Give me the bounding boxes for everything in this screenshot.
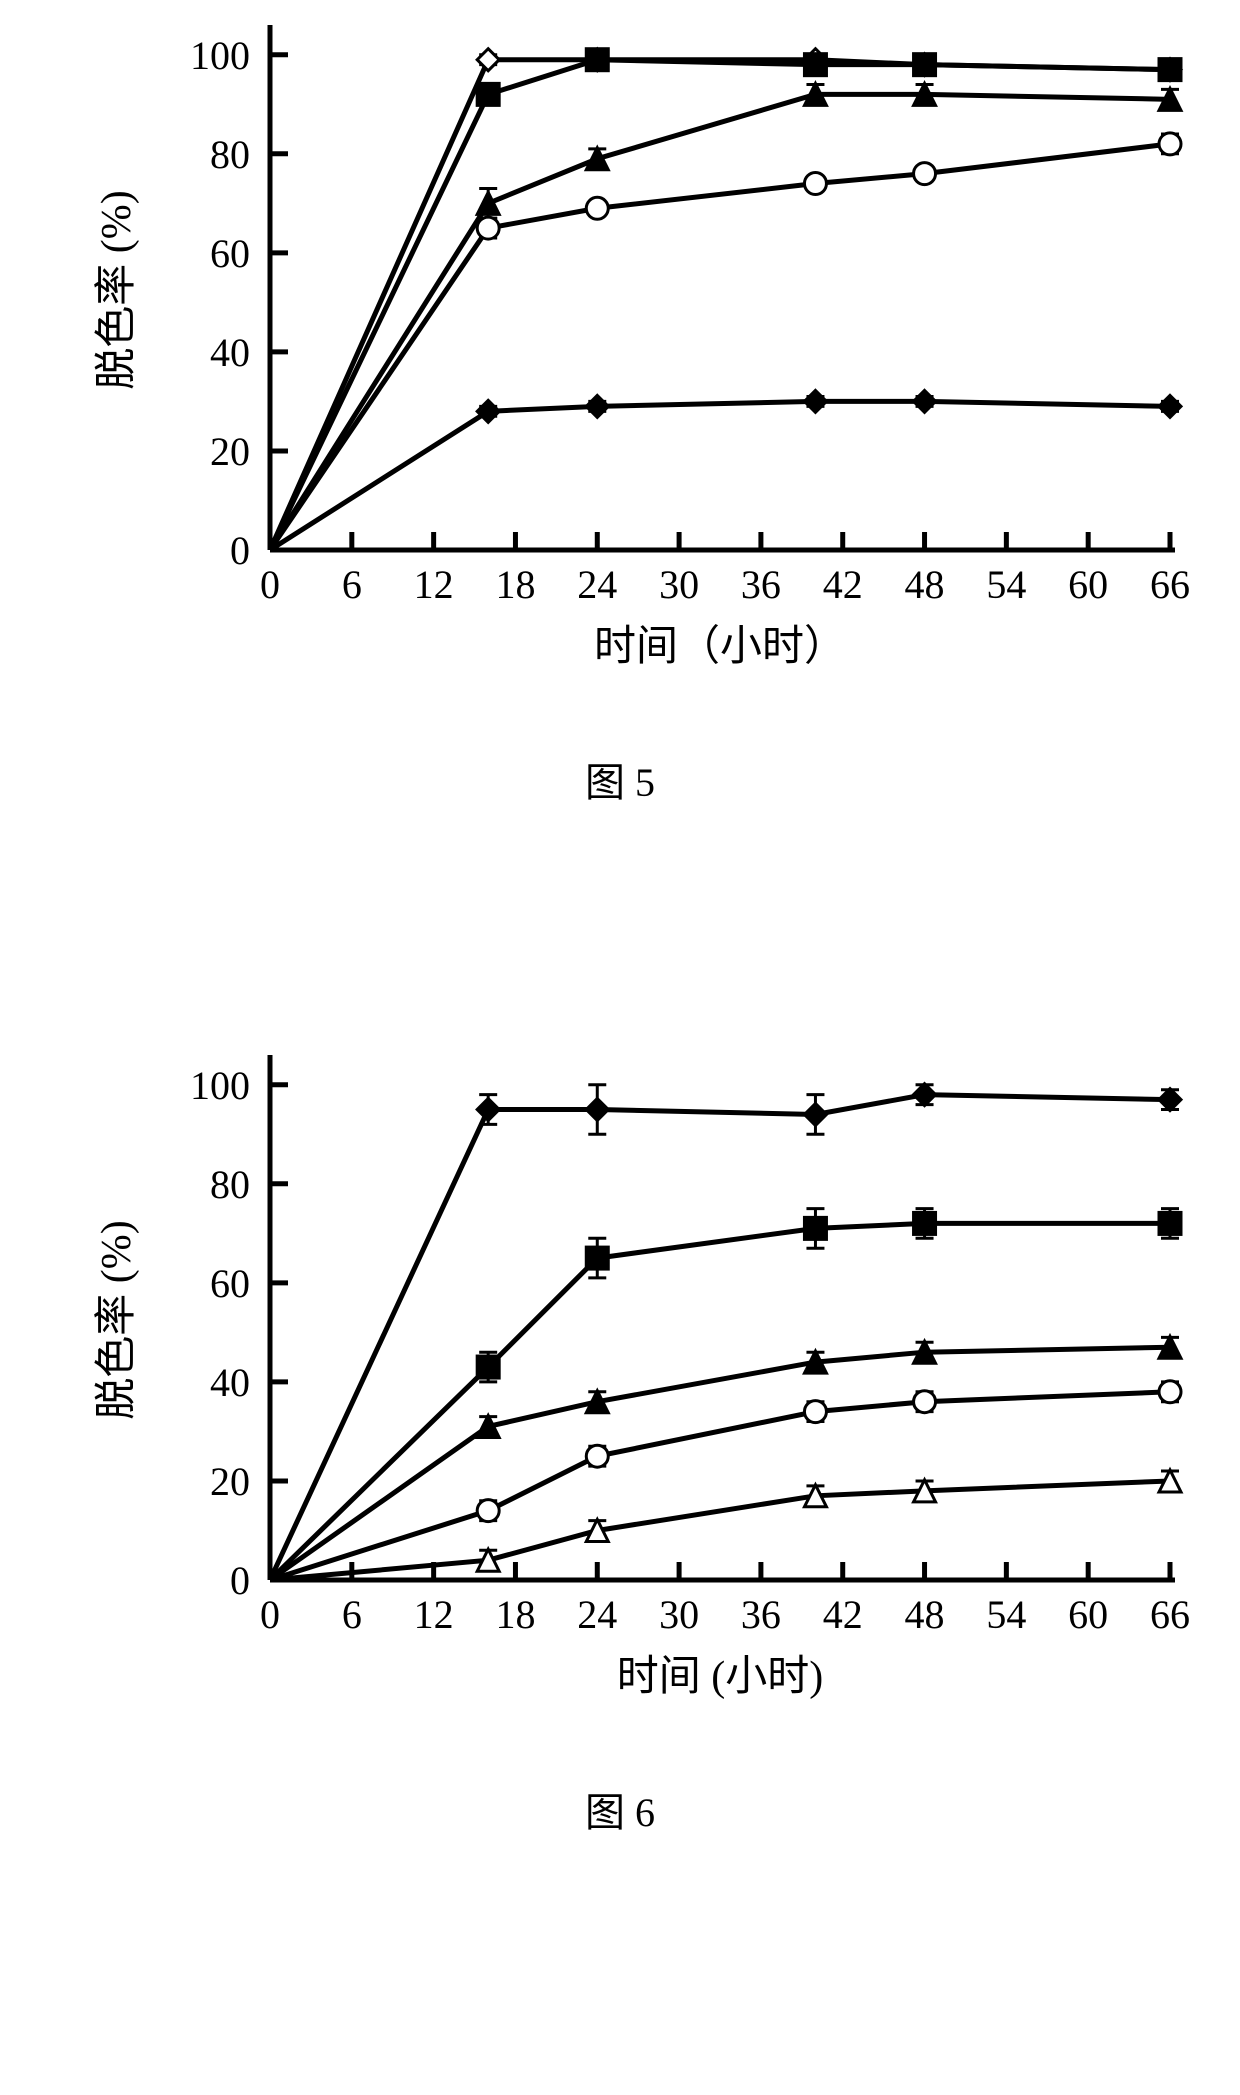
chart-5-caption: 图 5 (20, 750, 1220, 808)
svg-text:36: 36 (741, 1592, 781, 1637)
svg-text:80: 80 (210, 1162, 250, 1207)
svg-text:66: 66 (1150, 1592, 1190, 1637)
svg-text:54: 54 (986, 1592, 1026, 1637)
svg-text:100: 100 (190, 33, 250, 78)
svg-text:42: 42 (823, 562, 863, 607)
chart-5-svg: 0 6 12 18 24 30 36 42 48 54 60 66 0 20 40 60 80 100 时间（小时）… (20, 10, 1220, 740)
svg-text:18: 18 (495, 562, 535, 607)
svg-text:30: 30 (659, 562, 699, 607)
svg-text:100: 100 (190, 1063, 250, 1108)
svg-text:80: 80 (210, 132, 250, 177)
svg-text:6: 6 (342, 562, 362, 607)
svg-text:20: 20 (210, 429, 250, 474)
svg-text:40: 40 (210, 330, 250, 375)
svg-text:40: 40 (210, 1360, 250, 1405)
svg-text:12: 12 (414, 1592, 454, 1637)
svg-text:脱色率 (%): 脱色率 (%) (93, 1220, 140, 1419)
svg-text:脱色率 (%): 脱色率 (%) (93, 190, 140, 389)
svg-text:42: 42 (823, 1592, 863, 1637)
svg-text:0: 0 (260, 1592, 280, 1637)
svg-text:18: 18 (495, 1592, 535, 1637)
svg-text:24: 24 (577, 562, 617, 607)
svg-text:时间 (小时): 时间 (小时) (617, 1654, 823, 1700)
svg-text:12: 12 (414, 562, 454, 607)
chart-6: 0 6 12 18 24 30 36 42 48 54 60 66 0 20 40 60 80 100 时间 (小时… (20, 1040, 1220, 1838)
svg-text:54: 54 (986, 562, 1026, 607)
svg-text:36: 36 (741, 562, 781, 607)
page: { "chart5": { "type": "line", "caption":… (0, 0, 1240, 2095)
svg-text:60: 60 (210, 1261, 250, 1306)
svg-text:30: 30 (659, 1592, 699, 1637)
svg-text:20: 20 (210, 1459, 250, 1504)
svg-text:0: 0 (230, 1558, 250, 1603)
svg-text:6: 6 (342, 1592, 362, 1637)
svg-text:0: 0 (260, 562, 280, 607)
svg-text:48: 48 (905, 1592, 945, 1637)
svg-text:60: 60 (210, 231, 250, 276)
svg-text:60: 60 (1068, 1592, 1108, 1637)
svg-text:66: 66 (1150, 562, 1190, 607)
svg-text:时间（小时）: 时间（小时） (594, 624, 846, 670)
chart-6-caption: 图 6 (20, 1780, 1220, 1838)
svg-text:48: 48 (905, 562, 945, 607)
svg-text:24: 24 (577, 1592, 617, 1637)
chart-5: 0 6 12 18 24 30 36 42 48 54 60 66 0 20 40 60 80 100 时间（小时）… (20, 10, 1220, 808)
svg-text:0: 0 (230, 528, 250, 573)
chart-6-svg: 0 6 12 18 24 30 36 42 48 54 60 66 0 20 40 60 80 100 时间 (小时… (20, 1040, 1220, 1770)
svg-text:60: 60 (1068, 562, 1108, 607)
